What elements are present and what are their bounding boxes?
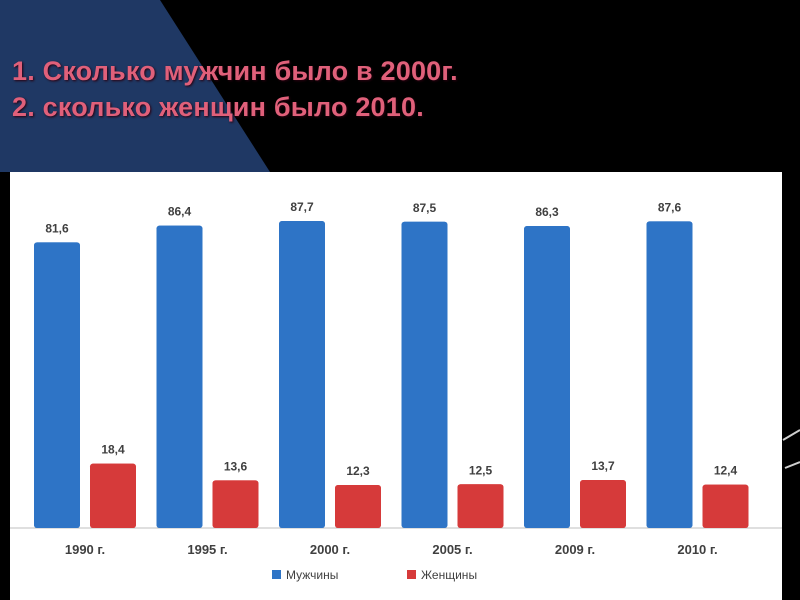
bar-men-0 [34,242,80,528]
bar-men-2 [279,221,325,529]
blue-triangle [0,0,270,172]
legend-swatch-men [272,570,281,579]
legend-label-men: Мужчины [286,568,338,582]
data-label-women-4: 13,7 [591,459,615,473]
data-label-women-1: 13,6 [224,459,248,473]
data-label-men-4: 86,3 [535,205,559,219]
decor-line [782,429,800,441]
bar-women-5 [702,484,749,528]
bar-men-5 [646,221,693,528]
x-tick-label: 2000 г. [310,542,350,557]
data-label-men-3: 87,5 [413,201,437,215]
legend-label-women: Женщины [421,568,477,582]
question-2: 2. сколько женщин было 2010. [12,92,424,122]
bar-women-0 [90,463,136,528]
bar-women-1 [212,480,259,528]
bar-men-1 [156,225,203,528]
chart-panel: 81,6 18,4 1990 г. 86,4 13,6 1995 г. 87,7 12,3 20… [10,172,782,600]
data-label-women-2: 12,3 [346,464,370,478]
x-tick-label: 1990 г. [65,542,105,557]
data-label-women-5: 12,4 [714,464,738,478]
legend-swatch-women [407,570,416,579]
data-label-men-5: 87,6 [658,200,682,214]
decor-line [784,461,800,469]
x-tick-label: 2005 г. [432,542,472,557]
bar-women-3 [457,484,504,528]
x-tick-label: 2010 г. [677,542,717,557]
bar-women-4 [580,480,626,528]
x-tick-label: 2009 г. [555,542,595,557]
bar-chart: 81,6 18,4 1990 г. 86,4 13,6 1995 г. 87,7 12,3 20… [10,200,782,582]
data-label-men-2: 87,7 [290,200,314,214]
data-label-men-0: 81,6 [45,221,69,235]
data-label-men-1: 86,4 [168,205,192,219]
bar-men-3 [401,221,448,528]
bar-women-2 [335,484,381,528]
data-label-women-0: 18,4 [101,443,125,457]
x-tick-label: 1995 г. [187,542,227,557]
bar-men-4 [524,225,570,528]
question-1: 1. Сколько мужчин было в 2000г. [12,56,458,86]
data-label-women-3: 12,5 [469,463,493,477]
